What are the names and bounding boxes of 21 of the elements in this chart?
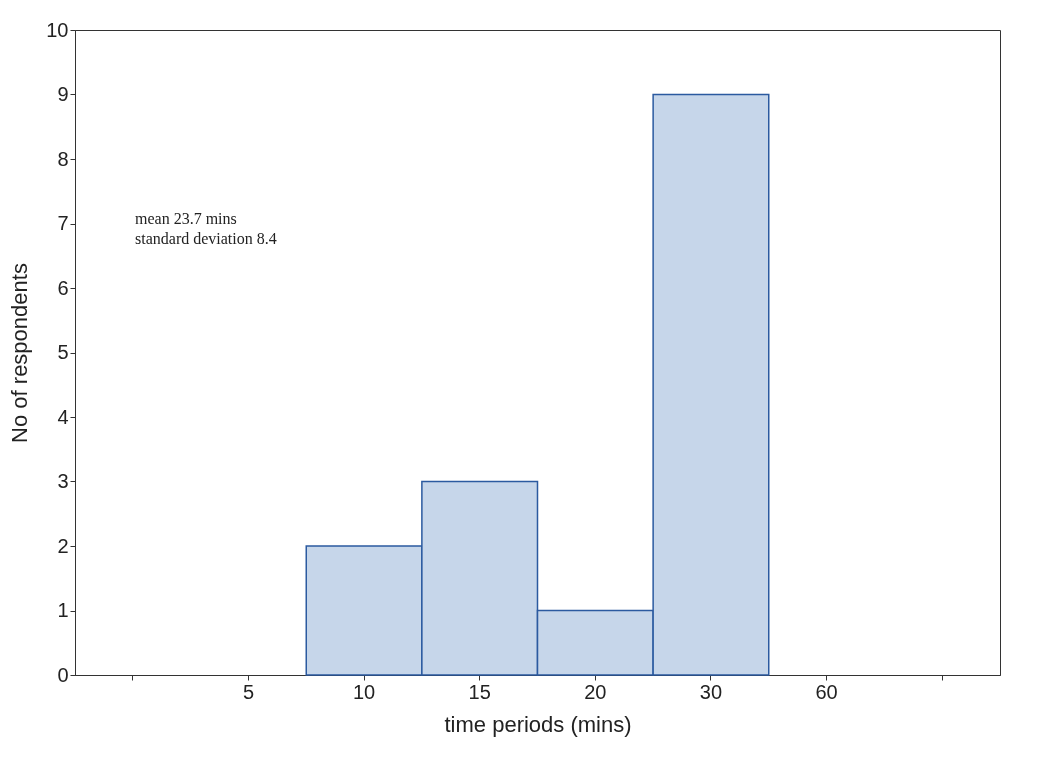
- x-axis-title: time periods (mins): [444, 711, 632, 737]
- y-tick-label: 10: [46, 18, 69, 41]
- y-tick-label: 9: [57, 83, 69, 105]
- x-tick-label: 20: [584, 680, 607, 703]
- y-tick-label: 5: [57, 341, 69, 363]
- y-tick-label: 2: [57, 534, 69, 557]
- annotation: mean 23.7 mins: [135, 209, 237, 227]
- x-tick-label: 10: [352, 680, 376, 703]
- y-tick-label: 0: [57, 663, 69, 686]
- x-tick-label: 60: [815, 680, 838, 703]
- x-tick-label: 15: [468, 680, 491, 703]
- y-tick-label: 8: [57, 147, 69, 170]
- y-tick-label: 1: [57, 599, 69, 621]
- annotation: standard deviation 8.4: [135, 229, 277, 247]
- y-tick-label: 4: [57, 405, 69, 428]
- y-tick-label: 6: [57, 276, 69, 299]
- x-tick-label: 5: [242, 680, 254, 703]
- x-tick-label: 30: [699, 680, 723, 703]
- y-tick-label: 3: [57, 470, 69, 492]
- y-axis-title: No of respondents: [7, 263, 33, 443]
- y-tick-label: 7: [57, 212, 69, 234]
